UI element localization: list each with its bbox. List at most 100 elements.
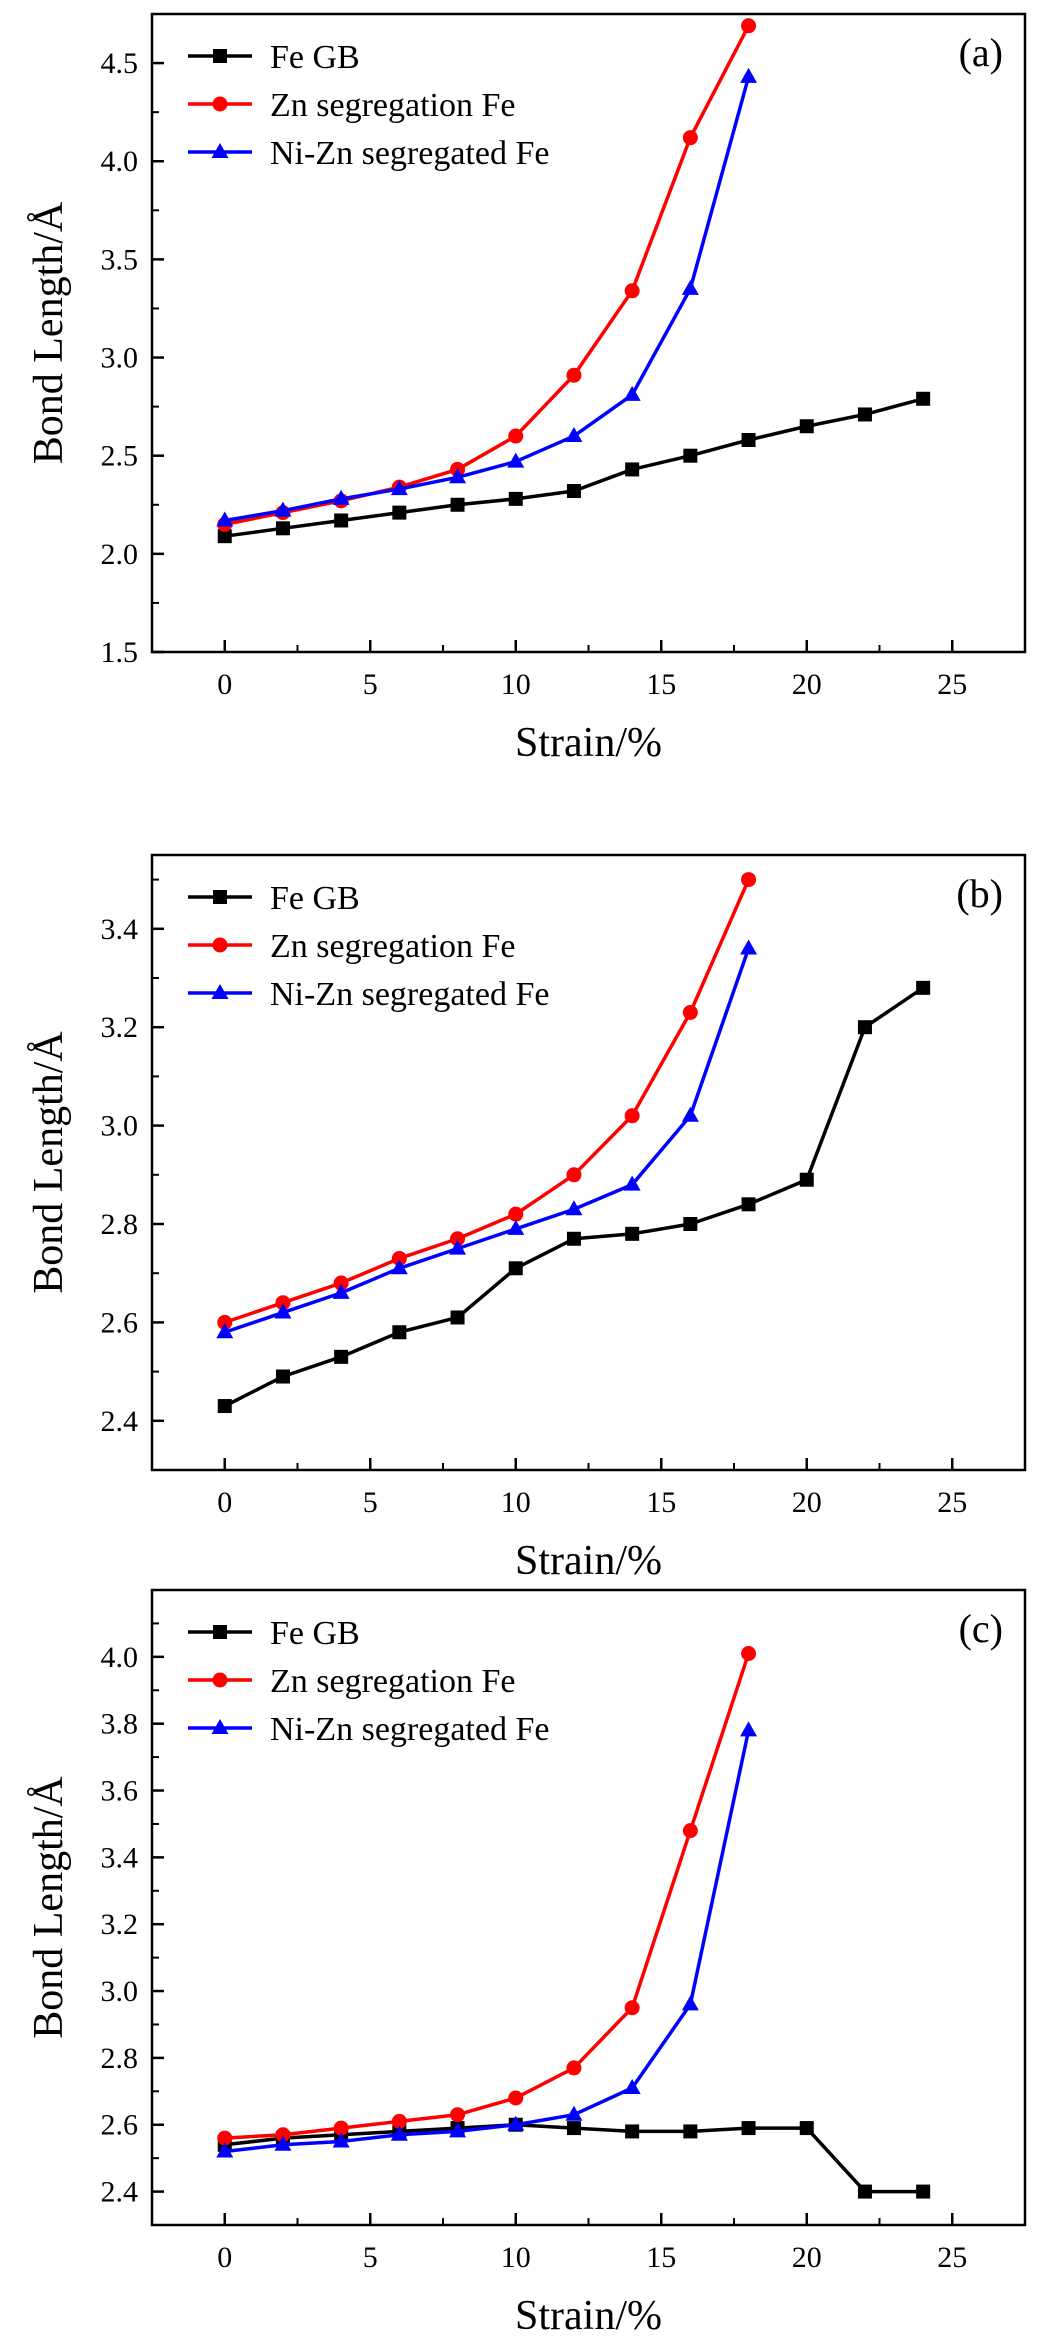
data-point bbox=[625, 462, 640, 477]
legend-label: Fe GB bbox=[270, 39, 360, 76]
legend: Fe GB Zn segregation Fe Ni-Zn segregated F… bbox=[188, 880, 549, 1013]
x-tick-label: 0 bbox=[217, 2241, 232, 2274]
y-tick-label: 4.0 bbox=[101, 145, 139, 178]
data-point bbox=[450, 1310, 465, 1325]
legend-marker bbox=[211, 984, 229, 999]
data-point bbox=[216, 2142, 234, 2158]
data-point bbox=[508, 491, 523, 506]
data-point bbox=[740, 1721, 758, 1737]
data-point bbox=[857, 407, 872, 422]
series-line bbox=[224, 1652, 751, 2140]
data-point bbox=[391, 1250, 407, 1266]
data-point bbox=[566, 367, 582, 383]
x-tick-label: 5 bbox=[363, 2241, 378, 2274]
y-tick-label: 3.8 bbox=[101, 1708, 139, 1741]
legend-marker bbox=[212, 1672, 228, 1688]
x-tick-label: 25 bbox=[937, 2241, 967, 2274]
data-point bbox=[683, 2124, 698, 2139]
data-point bbox=[333, 2120, 349, 2136]
x-tick-label: 25 bbox=[937, 1486, 967, 1519]
data-point bbox=[274, 501, 292, 517]
data-point bbox=[566, 1167, 582, 1183]
data-point bbox=[566, 2121, 581, 2136]
data-point bbox=[741, 432, 756, 447]
data-point bbox=[623, 385, 641, 401]
data-point bbox=[508, 1206, 524, 1222]
series-nizn-segregated bbox=[216, 1721, 758, 2158]
y-tick-label: 3.5 bbox=[101, 243, 139, 276]
data-point bbox=[565, 427, 583, 443]
legend-item-nizn-segregated: Ni-Zn segregated Fe bbox=[188, 976, 549, 1013]
x-tick-label: 15 bbox=[646, 1486, 676, 1519]
data-point bbox=[799, 2121, 814, 2136]
y-tick-label: 2.6 bbox=[101, 2109, 139, 2142]
x-tick-label: 20 bbox=[792, 2241, 822, 2274]
data-point bbox=[683, 448, 698, 463]
legend-item-fe-gb: Fe GB bbox=[188, 39, 360, 76]
y-axis-title: Bond Length/Å bbox=[26, 1031, 72, 1294]
legend: Fe GB Zn segregation Fe Ni-Zn segregated F… bbox=[188, 1615, 549, 1748]
data-point bbox=[274, 2135, 292, 2151]
data-point bbox=[332, 2132, 350, 2148]
data-point bbox=[507, 1219, 525, 1235]
data-point bbox=[217, 2130, 233, 2146]
legend-marker bbox=[211, 143, 229, 158]
legend-marker bbox=[213, 49, 227, 63]
x-tick-label: 15 bbox=[646, 2241, 676, 2274]
data-point bbox=[624, 2000, 640, 2016]
data-point bbox=[623, 2078, 641, 2094]
data-point bbox=[508, 428, 524, 444]
y-tick-label: 3.0 bbox=[101, 1975, 139, 2008]
chart-panel-c: 0 5 10 15 20 25 2.4 2.6 2.8 3.0 3.2 3.4 3.6 3.8 4.0 Str… bbox=[26, 1588, 1027, 2339]
data-point bbox=[624, 283, 640, 299]
data-point bbox=[624, 1108, 640, 1124]
legend-item-zn-segregation: Zn segregation Fe bbox=[188, 87, 516, 124]
legend-label: Ni-Zn segregated Fe bbox=[270, 1711, 549, 1748]
data-point bbox=[216, 1323, 234, 1339]
series-line bbox=[224, 24, 751, 527]
x-axis-title: Strain/% bbox=[515, 2293, 662, 2339]
data-point bbox=[392, 505, 407, 520]
series-line bbox=[224, 76, 751, 523]
y-tick-label: 2.6 bbox=[101, 1306, 139, 1339]
data-point bbox=[390, 2125, 408, 2141]
data-point bbox=[741, 872, 757, 888]
data-point bbox=[333, 1275, 349, 1291]
data-point bbox=[275, 521, 290, 536]
data-point bbox=[275, 2127, 291, 2143]
data-point bbox=[332, 489, 350, 505]
series-line bbox=[224, 1730, 751, 2154]
series-fe-gb bbox=[217, 980, 931, 1414]
series-line bbox=[224, 397, 924, 538]
y-tick-label: 3.2 bbox=[101, 1908, 139, 1941]
series-nizn-segregated bbox=[216, 939, 758, 1339]
legend-marker bbox=[213, 890, 227, 904]
legend-label: Zn segregation Fe bbox=[270, 928, 516, 965]
x-tick-label: 10 bbox=[501, 2241, 531, 2274]
data-point bbox=[623, 1175, 641, 1191]
data-point bbox=[741, 1197, 756, 1212]
data-point bbox=[334, 513, 349, 528]
x-tick-label: 20 bbox=[792, 668, 822, 701]
series-fe-gb bbox=[217, 391, 931, 544]
data-point bbox=[741, 2121, 756, 2136]
legend-item-fe-gb: Fe GB bbox=[188, 1615, 360, 1652]
data-point bbox=[681, 1995, 699, 2011]
y-tick-label: 4.0 bbox=[101, 1641, 139, 1674]
y-tick-label: 3.4 bbox=[101, 913, 139, 946]
data-point bbox=[450, 497, 465, 512]
data-point bbox=[566, 1231, 581, 1246]
y-tick-label: 3.2 bbox=[101, 1011, 139, 1044]
series-line bbox=[224, 947, 751, 1334]
y-tick-label: 2.4 bbox=[101, 1405, 139, 1438]
y-tick-label: 3.0 bbox=[101, 342, 139, 375]
legend-item-fe-gb: Fe GB bbox=[188, 880, 360, 917]
panel-label: (c) bbox=[959, 1606, 1003, 1651]
legend-item-nizn-segregated: Ni-Zn segregated Fe bbox=[188, 135, 549, 172]
x-axis-title: Strain/% bbox=[515, 1538, 662, 1584]
y-tick-label: 3.6 bbox=[101, 1775, 139, 1808]
x-tick-label: 20 bbox=[792, 1486, 822, 1519]
data-point bbox=[449, 2122, 467, 2138]
x-tick-label: 5 bbox=[363, 668, 378, 701]
data-point bbox=[390, 1259, 408, 1275]
